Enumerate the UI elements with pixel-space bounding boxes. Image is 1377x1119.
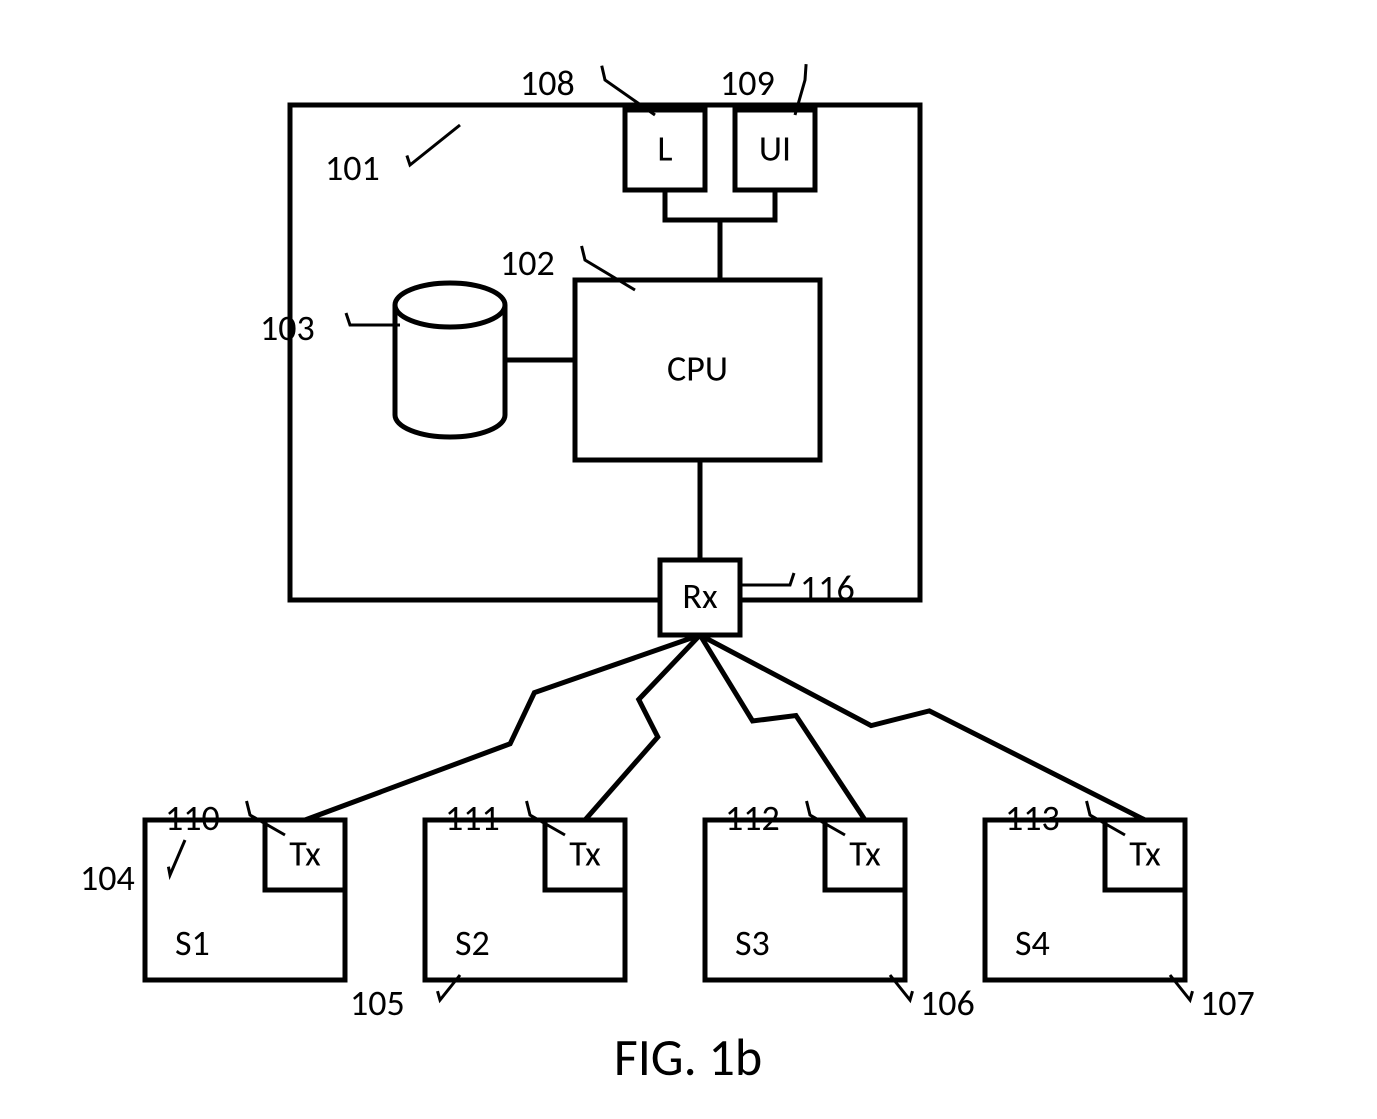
tx4-label: Tx: [1129, 832, 1161, 876]
tx1-label: Tx: [289, 832, 321, 876]
ref-113: 113: [1005, 796, 1060, 840]
ref-103: 103: [260, 306, 315, 350]
ref-107: 107: [1200, 981, 1255, 1025]
ref-102: 102: [500, 241, 555, 285]
sensor-s4-label: S4: [1015, 921, 1050, 965]
wireless-link-s3: [700, 635, 865, 820]
ref-104: 104: [80, 856, 135, 900]
tx2-label: Tx: [569, 832, 601, 876]
ref-111: 111: [445, 796, 500, 840]
ref-108: 108: [520, 61, 575, 105]
ui-label: UI: [759, 127, 791, 171]
ref-101: 101: [325, 146, 380, 190]
figure-caption: FIG. 1b: [614, 1025, 762, 1089]
ref-110: 110: [165, 796, 220, 840]
ref-105: 105: [350, 981, 405, 1025]
ref-109: 109: [720, 61, 775, 105]
wireless-link-s1: [305, 635, 700, 820]
l-label: L: [657, 127, 672, 171]
ref-116: 116: [800, 566, 855, 610]
figure-1b: L UI CPU Rx S1 Tx S2 Tx S3 Tx S4 Tx 101 1…: [0, 0, 1377, 1119]
sensor-s2-label: S2: [455, 921, 490, 965]
ref-112: 112: [725, 796, 780, 840]
sensor-s1-label: S1: [175, 921, 210, 965]
ref-106: 106: [920, 981, 975, 1025]
rx-label: Rx: [682, 574, 718, 618]
sensor-s3-label: S3: [735, 921, 770, 965]
tx3-label: Tx: [849, 832, 881, 876]
wireless-link-s2: [585, 635, 700, 820]
wireless-link-s4: [700, 635, 1145, 820]
cpu-label: CPU: [667, 347, 728, 391]
